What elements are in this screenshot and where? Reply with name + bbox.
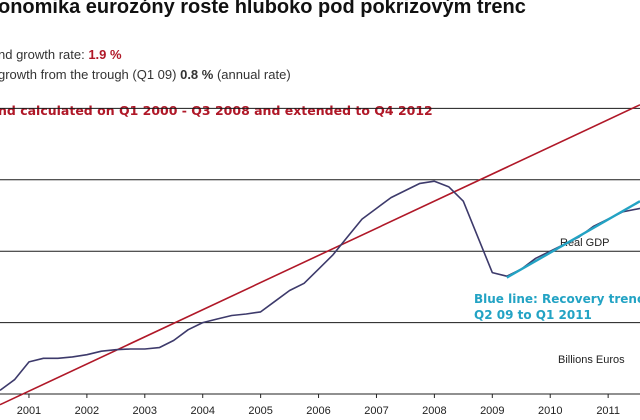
recovery-trend-line1: Blue line: Recovery trenc bbox=[474, 292, 640, 306]
trend-calculation-note: nd calculated on Q1 2000 - Q3 2008 and e… bbox=[0, 103, 433, 118]
x-tick-label: 2011 bbox=[596, 405, 620, 417]
trend-growth-label: nd growth rate: bbox=[0, 47, 89, 62]
recovery-trend-line2: Q2 09 to Q1 2011 bbox=[474, 308, 592, 322]
chart-title: onomika eurozóny roste hluboko pod pokri… bbox=[0, 0, 526, 18]
x-tick-label: 2006 bbox=[306, 405, 330, 417]
x-tick-label: 2008 bbox=[422, 405, 446, 417]
x-tick-label: 2007 bbox=[364, 405, 388, 417]
trough-growth-annotation: growth from the trough (Q1 09) 0.8 % (an… bbox=[0, 67, 291, 82]
x-tick-label: 2004 bbox=[190, 405, 214, 417]
x-axis-ticks: 2001 2002 2003 2004 2005 2006 2007 2008 2009 2010… bbox=[17, 394, 620, 417]
trough-growth-value: 0.8 % bbox=[180, 67, 214, 82]
trough-growth-suffix: (annual rate) bbox=[213, 67, 291, 82]
real-gdp-line bbox=[0, 180, 640, 392]
units-label: Billions Euros bbox=[558, 354, 625, 366]
x-tick-label: 2009 bbox=[480, 405, 504, 417]
x-tick-label: 2001 bbox=[17, 405, 41, 417]
x-tick-label: 2005 bbox=[248, 405, 272, 417]
grid-lines bbox=[0, 107, 640, 324]
series-group bbox=[0, 104, 640, 406]
trough-growth-label: growth from the trough (Q1 09) bbox=[0, 67, 181, 82]
trend-growth-annotation: nd growth rate: 1.9 % bbox=[0, 47, 122, 62]
trend-growth-value: 1.9 % bbox=[88, 47, 122, 62]
recovery-trend-note: Blue line: Recovery trenc Q2 09 to Q1 20… bbox=[474, 291, 640, 323]
x-tick-label: 2002 bbox=[75, 405, 99, 417]
x-tick-label: 2010 bbox=[538, 405, 562, 417]
recovery-trend-line bbox=[506, 200, 640, 279]
trend-line bbox=[0, 104, 640, 406]
x-tick-label: 2003 bbox=[133, 405, 157, 417]
